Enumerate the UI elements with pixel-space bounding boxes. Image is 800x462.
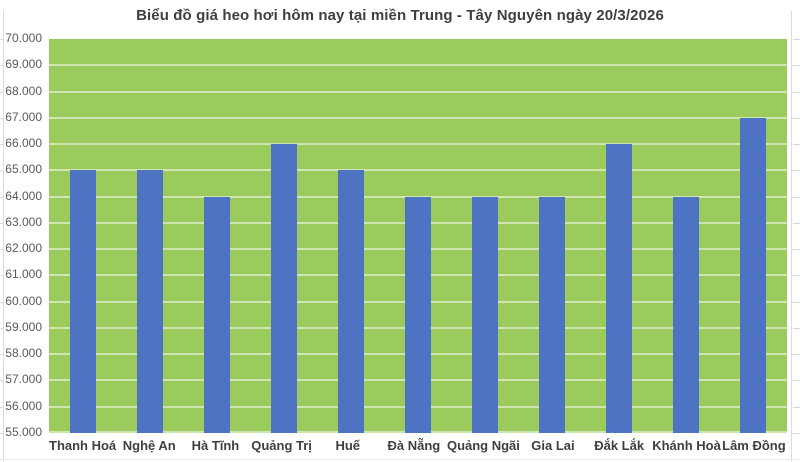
y-tick-label: 66.000 [5, 136, 42, 150]
right-edge-tick [793, 380, 800, 381]
bars-layer [49, 39, 787, 433]
bar-5 [337, 170, 364, 433]
x-tick-label: Khánh Hoà [652, 438, 721, 453]
x-tick-label: Thanh Hoá [49, 438, 117, 453]
left-edge-tick [0, 197, 4, 198]
x-axis-labels: Thanh Hoá Nghệ An Hà Tĩnh Quảng Trị Huế Đà Nẵ… [49, 438, 787, 458]
bar-slot [250, 39, 317, 433]
y-axis-labels: 70.000 69.000 68.000 67.000 66.000 65.000 64.0… [0, 0, 42, 462]
y-tick-label: 58.000 [5, 346, 42, 360]
y-tick-label: 70.000 [5, 31, 42, 45]
gridline [49, 91, 787, 93]
right-edge-tick [793, 407, 800, 408]
right-edge-tick [793, 170, 800, 171]
plot-area [49, 39, 787, 433]
gridline [49, 117, 787, 119]
gridline [49, 64, 787, 66]
right-edge-tick [793, 354, 800, 355]
x-tick-label: Đà Nẵng [387, 438, 441, 453]
bar-slot [317, 39, 384, 433]
y-tick-label: 60.000 [5, 294, 42, 308]
bar-6 [405, 197, 432, 433]
bar-slot [452, 39, 519, 433]
y-tick-label: 55.000 [5, 425, 42, 439]
right-edge-tick [793, 65, 800, 66]
bar-11 [740, 118, 767, 433]
bar-slot [384, 39, 451, 433]
right-edge-tick [793, 144, 800, 145]
right-edge-tick [793, 249, 800, 250]
right-edge-tick [793, 328, 800, 329]
gridline [49, 143, 787, 145]
bar-7 [472, 197, 499, 433]
y-tick-label: 57.000 [5, 372, 42, 386]
bar-slot [720, 39, 787, 433]
left-edge-tick [0, 302, 4, 303]
left-edge-tick [0, 39, 4, 40]
y-tick-label: 68.000 [5, 84, 42, 98]
right-edge-tick [793, 275, 800, 276]
x-tick-label: Gia Lai [531, 438, 575, 453]
bar-3 [203, 197, 230, 433]
bar-slot [183, 39, 250, 433]
bar-4 [270, 144, 297, 433]
left-edge-tick [0, 354, 4, 355]
x-tick-label: Đắk Lắk [594, 438, 645, 453]
bar-slot [653, 39, 720, 433]
right-edge-tick [793, 223, 800, 224]
left-edge-tick [0, 380, 4, 381]
bar-2 [136, 170, 163, 433]
bar-slot [49, 39, 116, 433]
bar-9 [606, 144, 633, 433]
bar-slot [519, 39, 586, 433]
left-edge-tick [0, 223, 4, 224]
right-edge-tick [793, 302, 800, 303]
right-edge-tick [793, 118, 800, 119]
right-edge-axis-line [791, 11, 792, 462]
y-tick-label: 65.000 [5, 162, 42, 176]
x-tick-label: Lâm Đồng [722, 438, 786, 453]
right-edge-tick [793, 197, 800, 198]
bar-8 [539, 197, 566, 433]
right-edge-tick [793, 433, 800, 434]
right-edge-tick [793, 92, 800, 93]
gridline [49, 169, 787, 171]
y-tick-label: 67.000 [5, 110, 42, 124]
left-edge-tick [0, 118, 4, 119]
left-edge-tick [0, 249, 4, 250]
y-tick-label: 62.000 [5, 241, 42, 255]
y-tick-label: 64.000 [5, 189, 42, 203]
x-tick-label: Hà Tĩnh [191, 438, 240, 453]
left-edge-tick [0, 328, 4, 329]
x-tick-label: Huế [335, 438, 360, 453]
y-tick-label: 59.000 [5, 320, 42, 334]
left-edge-tick [0, 433, 4, 434]
y-tick-label: 63.000 [5, 215, 42, 229]
left-edge-tick [0, 407, 4, 408]
bar-slot [586, 39, 653, 433]
left-edge-tick [0, 275, 4, 276]
right-edge-tick [793, 39, 800, 40]
y-tick-label: 56.000 [5, 399, 42, 413]
bar-slot [116, 39, 183, 433]
left-edge-tick [0, 65, 4, 66]
x-tick-label: Nghệ An [122, 438, 176, 453]
y-tick-label: 61.000 [5, 267, 42, 281]
left-edge-axis-line [3, 11, 4, 462]
chart-title: Biểu đồ giá heo hơi hôm nay tại miền Tru… [136, 7, 664, 24]
y-tick-label: 69.000 [5, 57, 42, 71]
bottom-border-line [0, 459, 800, 460]
x-tick-label: Quảng Ngãi [446, 438, 520, 453]
x-tick-label: Quảng Trị [251, 438, 312, 453]
left-edge-tick [0, 144, 4, 145]
bar-1 [69, 170, 96, 433]
left-edge-tick [0, 170, 4, 171]
left-edge-tick [0, 92, 4, 93]
bar-10 [673, 197, 700, 433]
